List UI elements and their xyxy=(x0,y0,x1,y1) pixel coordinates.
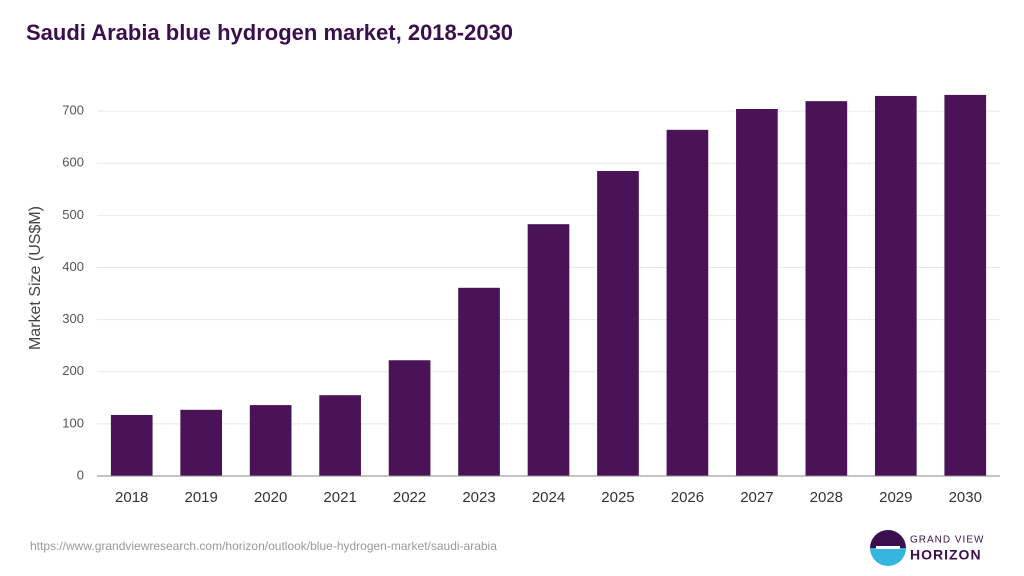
x-tick-label: 2027 xyxy=(740,489,773,506)
x-tick-label: 2022 xyxy=(393,489,426,506)
y-tick-label: 600 xyxy=(62,155,84,170)
x-tick-label: 2018 xyxy=(115,489,148,506)
bar xyxy=(388,360,431,476)
chart-title: Saudi Arabia blue hydrogen market, 2018-… xyxy=(26,20,513,45)
x-tick-label: 2020 xyxy=(254,489,287,506)
y-tick-label: 500 xyxy=(62,207,84,222)
bar xyxy=(180,409,223,476)
x-tick-label: 2028 xyxy=(810,489,843,506)
bar xyxy=(597,171,639,476)
x-tick-label: 2019 xyxy=(185,489,218,506)
bar xyxy=(319,395,361,476)
y-tick-label: 0 xyxy=(77,467,84,482)
x-tick-label: 2023 xyxy=(462,489,495,506)
bar xyxy=(874,95,917,476)
y-tick-label: 200 xyxy=(62,363,84,378)
y-tick-label: 300 xyxy=(62,311,84,326)
bar xyxy=(736,108,778,477)
bar xyxy=(110,415,153,476)
x-tick-label: 2024 xyxy=(532,489,565,506)
bar xyxy=(805,101,848,477)
y-tick-label: 700 xyxy=(62,103,84,118)
logo: GRAND VIEW HORIZON xyxy=(870,530,984,566)
y-tick-label: 100 xyxy=(62,415,84,430)
x-tick-label: 2025 xyxy=(601,489,634,506)
source-url: https://www.grandviewresearch.com/horizo… xyxy=(30,539,497,553)
brand-bottom: HORIZON xyxy=(910,547,982,563)
bar xyxy=(666,129,709,477)
x-tick-label: 2021 xyxy=(323,489,356,506)
y-axis-label: Market Size (US$M) xyxy=(27,206,44,350)
bar xyxy=(249,405,292,476)
bar xyxy=(944,94,987,476)
brand-top: GRAND VIEW xyxy=(910,535,984,546)
bar xyxy=(458,287,500,476)
x-tick-label: 2030 xyxy=(949,489,982,506)
x-tick-label: 2026 xyxy=(671,489,704,506)
x-tick-label: 2029 xyxy=(879,489,912,506)
bar xyxy=(527,224,570,476)
y-tick-label: 400 xyxy=(62,259,84,274)
logo-line xyxy=(876,546,900,549)
